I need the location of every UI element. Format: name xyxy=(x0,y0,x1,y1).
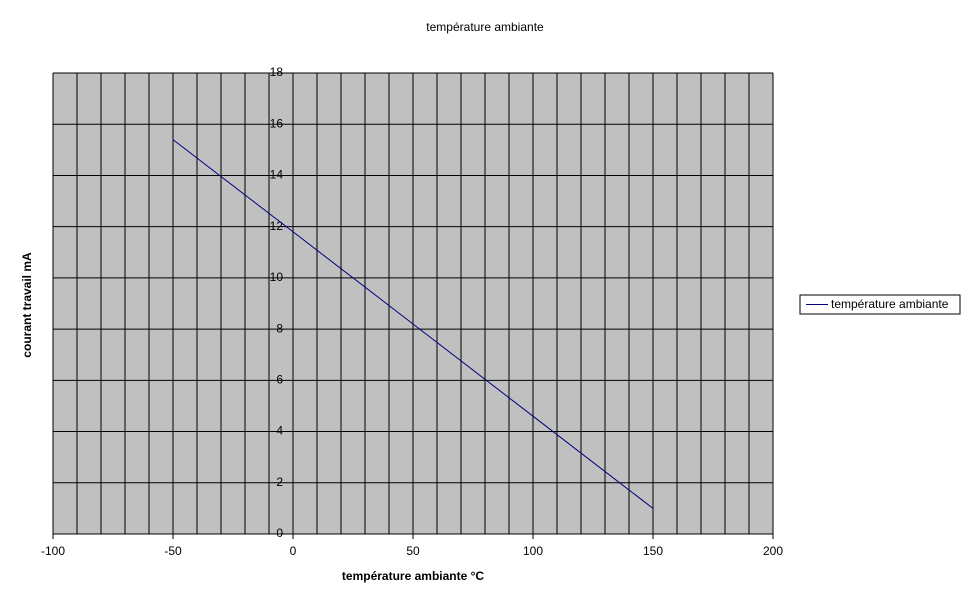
y-tick-label: 12 xyxy=(270,219,284,233)
chart-title: température ambiante xyxy=(426,20,544,34)
y-axis-label: courant travail mA xyxy=(20,252,34,358)
y-tick-label: 8 xyxy=(276,321,283,335)
y-tick-label: 6 xyxy=(276,373,283,387)
x-tick-label: 100 xyxy=(523,544,543,558)
legend-box xyxy=(799,294,961,315)
x-tick-label: 0 xyxy=(290,544,297,558)
y-tick-label: 2 xyxy=(276,475,283,489)
x-tick-label: -50 xyxy=(164,544,182,558)
y-tick-label: 18 xyxy=(270,65,284,79)
x-tick-label: -100 xyxy=(41,544,65,558)
y-tick-label: 4 xyxy=(276,424,283,438)
x-tick-label: 50 xyxy=(406,544,420,558)
y-tick-label: 16 xyxy=(270,116,284,130)
data-line xyxy=(172,139,654,509)
x-axis-label: température ambiante °C xyxy=(342,569,485,583)
x-tick-label: 150 xyxy=(643,544,663,558)
x-tick-label: 200 xyxy=(763,544,783,558)
y-tick-label: 10 xyxy=(270,270,284,284)
y-tick-label: 0 xyxy=(276,526,283,540)
y-tick-label: 14 xyxy=(270,168,284,182)
legend-label: température ambiante xyxy=(831,297,949,311)
